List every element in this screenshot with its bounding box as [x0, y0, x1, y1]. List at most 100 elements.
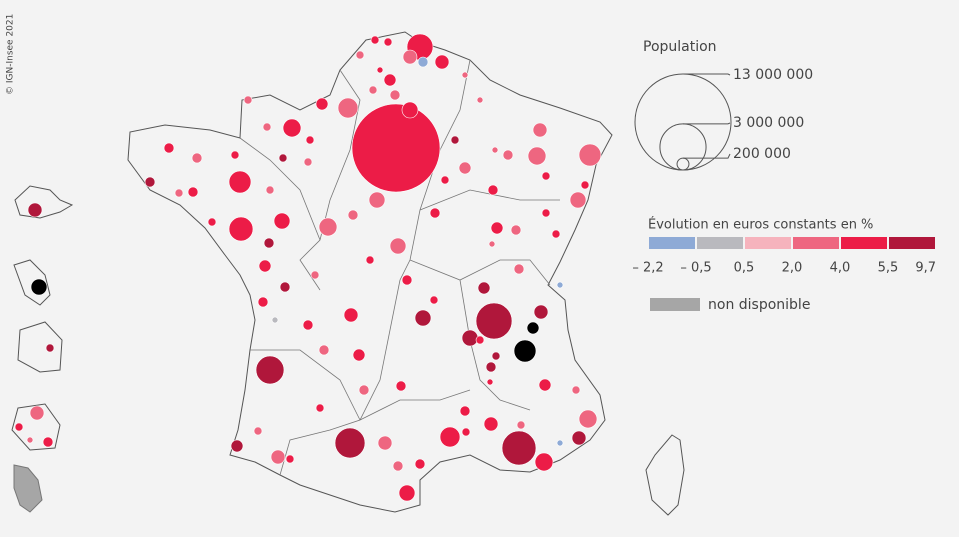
- city-bubble: [398, 484, 416, 502]
- city-bubble: [527, 146, 547, 166]
- city-bubble: [486, 378, 494, 386]
- city-bubble: [556, 439, 564, 447]
- city-bubble: [475, 302, 513, 340]
- size-label: 3 000 000: [733, 115, 804, 131]
- city-bubble: [45, 343, 55, 353]
- city-bubble: [255, 355, 285, 385]
- city-bubble: [450, 135, 460, 145]
- city-bubble: [516, 420, 526, 430]
- city-bubble: [541, 171, 551, 181]
- city-bubble: [476, 96, 484, 104]
- city-bubble: [439, 426, 461, 448]
- city-bubble: [488, 240, 496, 248]
- city-bubble: [279, 281, 291, 293]
- break-label: – 0,5: [680, 261, 711, 276]
- missing-label: non disponible: [708, 297, 810, 313]
- city-bubble: [352, 348, 366, 362]
- city-bubble: [262, 122, 272, 132]
- guyane: [17, 321, 63, 373]
- city-bubble: [461, 427, 471, 437]
- france-outline: [127, 31, 613, 513]
- city-bubble: [459, 405, 471, 417]
- city-bubble: [337, 97, 359, 119]
- leader-line: [683, 153, 731, 159]
- city-bubble: [230, 150, 240, 160]
- city-bubble: [305, 135, 315, 145]
- city-bubble: [243, 95, 253, 105]
- leader-line: [683, 73, 731, 76]
- city-bubble: [458, 161, 472, 175]
- city-bubble: [278, 153, 288, 163]
- city-bubble: [285, 454, 295, 464]
- break-label: 0,5: [734, 261, 755, 276]
- break-label: 4,0: [830, 261, 851, 276]
- city-bubble: [271, 316, 279, 324]
- city-bubble: [351, 103, 441, 193]
- city-bubble: [273, 212, 291, 230]
- city-bubble: [502, 149, 514, 161]
- color-class: [793, 237, 839, 249]
- city-bubble: [556, 281, 564, 289]
- city-bubble: [526, 321, 540, 335]
- city-bubble: [318, 217, 338, 237]
- city-bubble: [263, 237, 275, 249]
- city-bubble: [417, 56, 429, 68]
- city-bubble: [571, 385, 581, 395]
- city-bubble: [14, 422, 24, 432]
- color-class: [889, 237, 935, 249]
- size-circle: [634, 73, 732, 171]
- city-bubble: [475, 335, 485, 345]
- city-bubble: [534, 452, 554, 472]
- city-bubble: [282, 118, 302, 138]
- city-bubble: [26, 436, 34, 444]
- city-bubble: [270, 449, 286, 465]
- break-label: – 2,2: [632, 261, 663, 276]
- region-borders: [239, 59, 560, 476]
- city-bubble: [355, 50, 365, 60]
- city-bubble: [392, 460, 404, 472]
- city-bubble: [580, 180, 590, 190]
- city-bubble: [365, 255, 375, 265]
- city-bubble: [490, 221, 504, 235]
- city-bubble: [487, 184, 499, 196]
- city-bubble: [376, 66, 384, 74]
- color-legend: – 2,2 – 0,5 0,5 2,0 4,0 5,5 9,7: [632, 237, 936, 276]
- size-label: 13 000 000: [733, 67, 813, 83]
- city-bubble: [402, 49, 418, 65]
- city-bubble: [513, 263, 525, 275]
- city-bubble: [368, 191, 386, 209]
- city-bubble: [477, 281, 491, 295]
- city-bubble: [377, 435, 393, 451]
- city-bubble: [163, 142, 175, 154]
- city-bubble: [42, 436, 54, 448]
- city-bubble: [228, 216, 254, 242]
- city-bubble: [401, 274, 413, 286]
- city-bubble: [571, 430, 587, 446]
- city-bubble: [389, 237, 407, 255]
- size-circle: [659, 123, 707, 171]
- city-bubble: [414, 458, 426, 470]
- city-bubble: [429, 207, 441, 219]
- city-bubble: [358, 384, 370, 396]
- city-bubble: [230, 439, 244, 453]
- city-bubble: [310, 270, 320, 280]
- city-bubble: [343, 307, 359, 323]
- size-label: 200 000: [733, 146, 791, 162]
- size-legend: 13 000 000 3 000 000 200 000: [634, 67, 813, 171]
- city-bubble: [383, 73, 397, 87]
- city-bubble: [491, 351, 501, 361]
- city-bubble: [318, 344, 330, 356]
- break-label: 9,7: [915, 261, 936, 276]
- city-bubble: [258, 259, 272, 273]
- city-bubble: [491, 146, 499, 154]
- city-bubble: [501, 430, 537, 466]
- city-bubbles: [14, 33, 602, 502]
- city-bubble: [257, 296, 269, 308]
- city-bubble: [207, 217, 217, 227]
- city-bubble: [265, 185, 275, 195]
- city-bubble: [302, 319, 314, 331]
- corsica: [645, 434, 685, 516]
- city-bubble: [578, 409, 598, 429]
- color-class: [745, 237, 791, 249]
- city-bubble: [144, 176, 156, 188]
